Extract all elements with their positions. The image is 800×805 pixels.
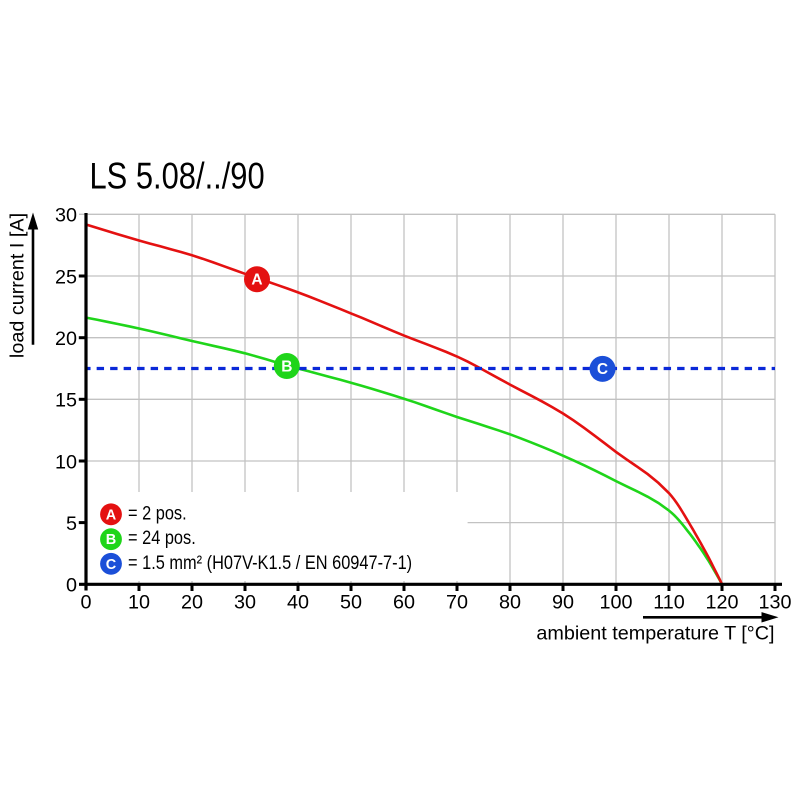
svg-text:0: 0 bbox=[66, 575, 77, 597]
svg-text:= 2 pos.: = 2 pos. bbox=[128, 502, 187, 524]
svg-text:25: 25 bbox=[55, 266, 77, 288]
svg-text:100: 100 bbox=[599, 592, 632, 614]
svg-text:50: 50 bbox=[340, 592, 362, 614]
svg-text:C: C bbox=[106, 557, 117, 573]
svg-text:0: 0 bbox=[80, 592, 91, 614]
svg-text:10: 10 bbox=[55, 451, 77, 473]
svg-text:120: 120 bbox=[705, 592, 738, 614]
svg-text:LS 5.08/../90: LS 5.08/../90 bbox=[90, 156, 265, 197]
svg-text:5: 5 bbox=[66, 513, 77, 535]
svg-text:= 1.5 mm² (H07V-K1.5 / EN 6094: = 1.5 mm² (H07V-K1.5 / EN 60947-7-1) bbox=[128, 552, 412, 574]
svg-text:30: 30 bbox=[234, 592, 256, 614]
svg-text:A: A bbox=[251, 272, 262, 289]
svg-text:60: 60 bbox=[393, 592, 415, 614]
svg-text:A: A bbox=[106, 507, 117, 523]
svg-text:= 24 pos.: = 24 pos. bbox=[128, 527, 196, 549]
svg-text:110: 110 bbox=[653, 592, 685, 614]
svg-text:20: 20 bbox=[55, 328, 77, 350]
svg-text:ambient temperature T [°C]: ambient temperature T [°C] bbox=[536, 623, 774, 645]
svg-text:10: 10 bbox=[128, 592, 150, 614]
svg-text:70: 70 bbox=[446, 592, 468, 614]
svg-text:130: 130 bbox=[758, 592, 791, 614]
svg-text:15: 15 bbox=[55, 390, 77, 412]
svg-text:B: B bbox=[106, 532, 116, 548]
svg-text:40: 40 bbox=[287, 592, 309, 614]
svg-text:C: C bbox=[597, 361, 608, 378]
svg-text:B: B bbox=[281, 358, 292, 375]
svg-text:90: 90 bbox=[552, 592, 574, 614]
svg-text:load current I [A]: load current I [A] bbox=[7, 213, 29, 358]
svg-text:30: 30 bbox=[55, 205, 77, 227]
svg-text:20: 20 bbox=[181, 592, 203, 614]
svg-text:80: 80 bbox=[499, 592, 521, 614]
